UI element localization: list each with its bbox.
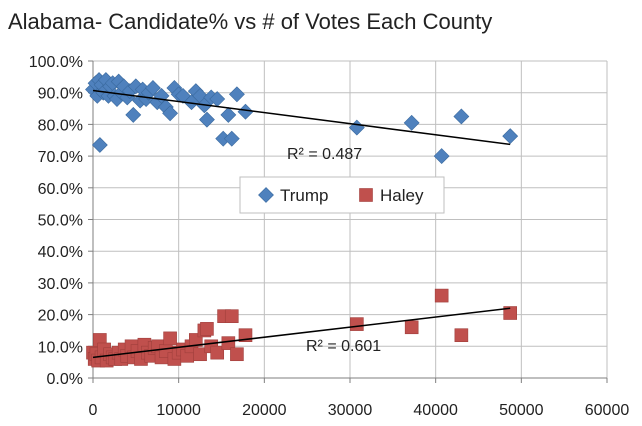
haley-trendline <box>92 307 511 359</box>
trump-r2-label: R² = 0.487 <box>287 146 362 163</box>
r2-labels: R² = 0.487 R² = 0.601 <box>287 146 381 355</box>
legend-box <box>239 176 445 214</box>
x-tick-label: 60000 <box>585 402 630 419</box>
haley-data-point <box>434 288 449 303</box>
trump-data-point <box>403 114 420 131</box>
y-tick-label: 30.0% <box>38 276 83 293</box>
haley-data-point <box>454 328 469 343</box>
haley-data-point <box>193 347 207 362</box>
x-tick-label: 30000 <box>328 402 373 419</box>
y-tick-label: 60.0% <box>38 181 83 198</box>
haley-data-point <box>503 306 517 320</box>
x-tick-label: 0 <box>89 402 98 419</box>
trump-data-point <box>433 148 450 165</box>
haley-r2-label: R² = 0.601 <box>306 338 381 355</box>
trump-data-point <box>502 128 519 145</box>
haley-data-point <box>200 322 214 336</box>
y-tick-labels: 0.0% 10.0% 20.0% 30.0% 40.0% 50.0% 60.0% 70.0% 8… <box>29 54 83 388</box>
x-tick-label: 40000 <box>413 402 458 419</box>
x-tick-label: 50000 <box>499 402 544 419</box>
legend-haley-label: Haley <box>380 186 424 205</box>
trump-data-point <box>162 105 179 122</box>
trendlines <box>92 89 511 359</box>
trump-data-point <box>145 80 161 96</box>
y-tick-label: 50.0% <box>38 213 83 230</box>
y-tick-label: 90.0% <box>38 86 83 103</box>
x-tick-labels: 0 10000 20000 30000 40000 50000 60000 <box>89 402 630 419</box>
y-tick-label: 70.0% <box>38 149 83 166</box>
haley-data-point <box>350 317 364 331</box>
trump-data-point <box>228 86 245 103</box>
haley-data-point <box>221 336 236 350</box>
haley-data-point <box>224 309 239 323</box>
haley-data-point <box>163 331 177 346</box>
y-tick-label: 40.0% <box>38 244 83 261</box>
y-tick-label: 20.0% <box>38 308 83 325</box>
trump-trendline <box>92 89 511 146</box>
trump-data-point <box>453 108 470 125</box>
trump-data-point <box>223 130 240 147</box>
x-tick-label: 10000 <box>156 402 201 419</box>
trump-data-point <box>237 103 254 120</box>
chart-title: Alabama- Candidate% vs # of Votes Each C… <box>8 9 492 34</box>
trump-data-point <box>220 106 237 123</box>
y-tick-label: 0.0% <box>47 371 83 388</box>
y-tick-label: 10.0% <box>38 339 83 356</box>
legend-haley-marker <box>359 188 373 202</box>
haley-data-point <box>404 320 419 335</box>
legend-trump-label: Trump <box>280 186 329 205</box>
trump-data-point <box>91 137 108 153</box>
haley-data-point <box>210 345 225 360</box>
haley-data-point <box>230 347 244 362</box>
trump-data-point <box>348 119 365 136</box>
trump-data-point <box>125 106 142 123</box>
y-tick-label: 100.0% <box>29 54 83 71</box>
x-tick-label: 20000 <box>242 402 287 419</box>
legend-trump-marker <box>258 187 274 203</box>
chart-legend: Trump Haley <box>239 176 445 214</box>
trump-data-point <box>199 111 215 128</box>
y-tick-label: 80.0% <box>38 117 83 134</box>
